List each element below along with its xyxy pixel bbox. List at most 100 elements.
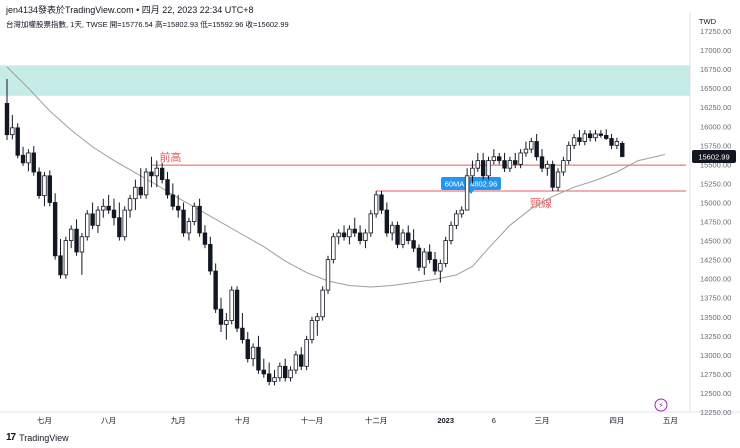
candle-body[interactable] (309, 320, 315, 341)
candle-body[interactable] (320, 289, 325, 318)
candle-body[interactable] (502, 160, 507, 169)
candle-body[interactable] (293, 354, 299, 371)
candle-body[interactable] (555, 171, 561, 188)
candle-body[interactable] (411, 240, 416, 249)
candle-body[interactable] (218, 308, 224, 325)
candle-body[interactable] (85, 213, 90, 238)
candle-body[interactable] (165, 179, 170, 196)
candle-body[interactable] (192, 205, 197, 222)
candle-body[interactable] (406, 232, 411, 241)
candle-body[interactable] (266, 373, 272, 382)
candle-body[interactable] (582, 133, 587, 142)
candle-body[interactable] (598, 133, 604, 136)
candle-body[interactable] (486, 160, 491, 177)
candle-body[interactable] (245, 339, 250, 360)
candle-body[interactable] (42, 175, 47, 197)
candle-body[interactable] (325, 259, 331, 291)
candle-body[interactable] (422, 251, 427, 268)
candle-body[interactable] (416, 247, 422, 268)
candle-body[interactable] (529, 141, 534, 150)
candle-body[interactable] (111, 209, 117, 219)
candle-body[interactable] (250, 346, 256, 360)
candle-body[interactable] (491, 156, 497, 161)
candle-body[interactable] (256, 346, 261, 371)
candle-body[interactable] (90, 213, 95, 226)
candle-body[interactable] (609, 138, 614, 146)
candle-body[interactable] (277, 365, 283, 379)
candle-body[interactable] (432, 259, 438, 272)
candle-body[interactable] (496, 156, 502, 161)
candle-body[interactable] (577, 137, 582, 142)
candle-body[interactable] (181, 209, 186, 234)
candle-body[interactable] (480, 160, 486, 177)
candle-body[interactable] (117, 217, 122, 238)
candle-body[interactable] (427, 251, 432, 261)
candle-body[interactable] (587, 133, 593, 139)
candle-body[interactable] (534, 141, 539, 158)
candle-body[interactable] (561, 160, 566, 173)
candle-body[interactable] (288, 369, 293, 379)
candle-body[interactable] (47, 175, 52, 203)
ma60-line[interactable] (6, 66, 666, 288)
lightning-badge-icon[interactable] (654, 398, 668, 412)
candle-body[interactable] (101, 205, 106, 211)
candle-body[interactable] (299, 354, 304, 367)
candle-body[interactable] (282, 365, 288, 379)
candle-body[interactable] (79, 236, 85, 253)
candle-body[interactable] (545, 163, 550, 169)
supply-zone-box[interactable] (0, 65, 690, 96)
candle-body[interactable] (384, 209, 390, 234)
candle-body[interactable] (550, 163, 555, 188)
candle-body[interactable] (122, 209, 127, 238)
candle-body[interactable] (127, 198, 133, 211)
candle-body[interactable] (400, 232, 406, 245)
candle-body[interactable] (4, 103, 10, 136)
candle-body[interactable] (143, 171, 149, 196)
candle-body[interactable] (74, 228, 79, 253)
candle-body[interactable] (159, 167, 165, 181)
candle-body[interactable] (154, 167, 159, 177)
candle-body[interactable] (26, 152, 31, 164)
candle-body[interactable] (459, 209, 464, 215)
candle-body[interactable] (336, 232, 341, 238)
candle-body[interactable] (224, 320, 229, 325)
candle-body[interactable] (566, 144, 571, 161)
candle-body[interactable] (95, 209, 101, 226)
candle-body[interactable] (357, 232, 363, 241)
candle-body[interactable] (213, 270, 218, 310)
candle-body[interactable] (197, 205, 202, 234)
candle-body[interactable] (389, 224, 395, 234)
candle-body[interactable] (448, 224, 454, 241)
candle-body[interactable] (315, 316, 320, 321)
candle-body[interactable] (331, 236, 336, 261)
candle-body[interactable] (229, 289, 234, 321)
candle-body[interactable] (454, 213, 459, 226)
candle-body[interactable] (614, 141, 620, 146)
candle-body[interactable] (571, 137, 577, 146)
candle-body[interactable] (518, 152, 523, 165)
candle-body[interactable] (438, 263, 443, 272)
candle-body[interactable] (604, 135, 609, 139)
candle-body[interactable] (15, 127, 20, 156)
candle-body[interactable] (133, 186, 138, 200)
candle-body[interactable] (513, 160, 518, 165)
candle-body[interactable] (539, 156, 545, 169)
candle-body[interactable] (202, 232, 208, 245)
candle-body[interactable] (341, 232, 347, 238)
candle-body[interactable] (523, 148, 529, 154)
candle-body[interactable] (363, 232, 368, 241)
candle-body[interactable] (470, 167, 475, 177)
candle-body[interactable] (69, 228, 74, 241)
candle-body[interactable] (10, 127, 15, 136)
candle-body[interactable] (175, 205, 181, 211)
candle-body[interactable] (138, 186, 143, 196)
candle-body[interactable] (464, 175, 470, 211)
candle-body[interactable] (395, 224, 400, 245)
candle-body[interactable] (620, 142, 625, 157)
candle-body[interactable] (352, 228, 357, 234)
candle-body[interactable] (149, 171, 154, 177)
candle-body[interactable] (272, 377, 277, 382)
candle-body[interactable] (347, 228, 352, 238)
candle-body[interactable] (475, 160, 480, 169)
